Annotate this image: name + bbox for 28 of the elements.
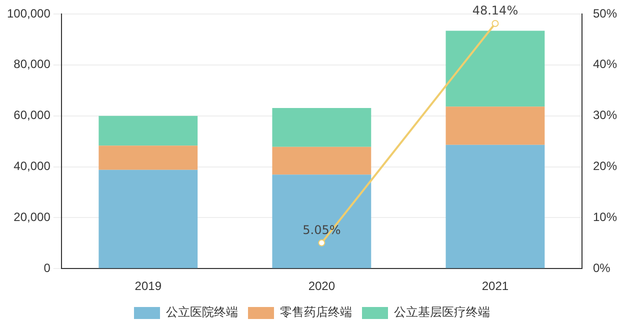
data-label: 48.14%	[472, 4, 518, 18]
y-tick-label: 100,000	[6, 6, 51, 20]
y-tick-label: 60,000	[14, 108, 51, 122]
x-tick-label: 2021	[482, 279, 509, 294]
legend-label: 公立医院终端	[166, 305, 238, 320]
bar	[272, 108, 372, 147]
bar	[98, 170, 198, 268]
bar	[446, 30, 545, 107]
y-tick-label: 0	[44, 260, 51, 275]
y2-tick-label: 50%	[592, 6, 618, 20]
y-tick-label: 20,000	[14, 210, 51, 224]
bar	[272, 174, 372, 268]
legend-label: 公立基层医疗终端	[394, 305, 490, 320]
y2-tick-label: 0%	[592, 260, 611, 275]
bar	[272, 146, 372, 175]
y2-tick-label: 30%	[592, 108, 618, 122]
y-tick-label: 40,000	[14, 159, 51, 174]
y2-tick-label: 40%	[592, 57, 618, 72]
y-tick-label: 80,000	[14, 57, 51, 72]
bar	[446, 106, 545, 145]
x-tick-label: 2019	[134, 279, 162, 294]
legend-label: 零售药店终端	[280, 305, 352, 320]
bar	[98, 146, 198, 170]
bar	[98, 116, 198, 146]
y2-tick-label: 10%	[592, 210, 618, 224]
x-tick-label: 2020	[308, 279, 336, 294]
y2-tick-label: 20%	[592, 159, 618, 174]
bar	[446, 144, 545, 268]
